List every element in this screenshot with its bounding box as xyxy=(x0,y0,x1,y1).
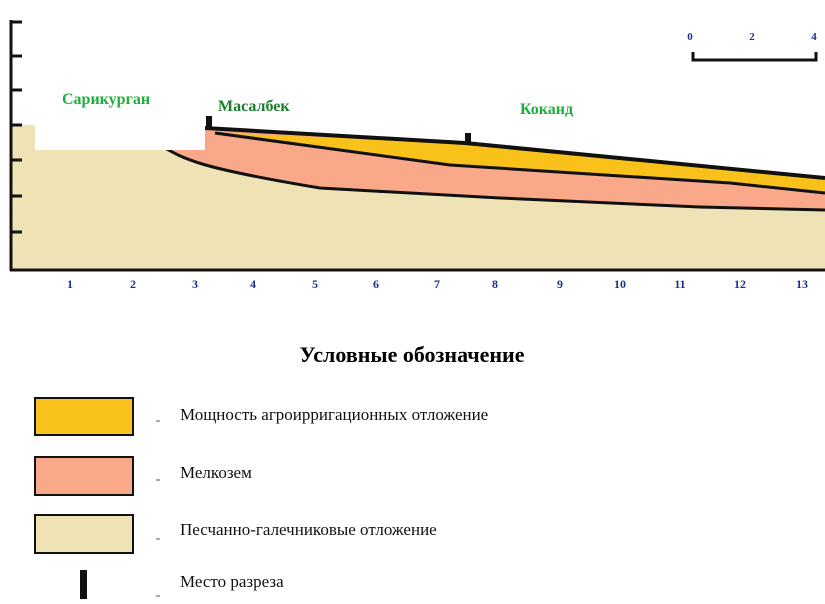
x-label: 9 xyxy=(557,277,563,291)
x-label: 11 xyxy=(674,277,685,291)
legend-swatch xyxy=(80,570,87,599)
x-label: 4 xyxy=(250,277,256,291)
legend-label: Мелкозем xyxy=(180,463,252,482)
x-label: 10 xyxy=(614,277,626,291)
fine-earth-bottom-line xyxy=(159,143,825,212)
legend-swatch xyxy=(34,514,134,554)
surface-above-right xyxy=(205,0,825,178)
x-label: 2 xyxy=(130,277,136,291)
legend-label: Место разреза xyxy=(180,572,284,591)
place-label: Сарикурган xyxy=(62,91,150,108)
legend-dashes xyxy=(156,420,160,597)
x-label: 7 xyxy=(434,277,440,291)
x-label: 5 xyxy=(312,277,318,291)
place-label: Коканд xyxy=(520,101,573,118)
legend-swatch xyxy=(34,456,134,496)
y-ticks xyxy=(10,20,22,234)
agro-bottom-line xyxy=(214,131,825,195)
x-label: 1 xyxy=(67,277,73,291)
scale-label: 4 xyxy=(811,31,817,43)
legend-swatch xyxy=(34,397,134,436)
section-mark xyxy=(206,116,212,130)
scale-label: 2 xyxy=(749,31,755,43)
scale-bar xyxy=(691,52,818,62)
legend-title: Условные обозначение xyxy=(300,342,525,367)
scale-label: 0 xyxy=(687,31,693,43)
x-label: 6 xyxy=(373,277,379,291)
place-label: Масалбек xyxy=(218,98,290,115)
x-label: 8 xyxy=(492,277,498,291)
x-label: 12 xyxy=(734,277,746,291)
x-label: 3 xyxy=(192,277,198,291)
x-label: 13 xyxy=(796,277,808,291)
legend-label: Песчанно-галечниковые отложение xyxy=(180,520,437,539)
legend-label: Мощность агроирригационных отложение xyxy=(180,405,488,424)
section-mark xyxy=(465,133,471,145)
label-box xyxy=(35,85,205,150)
